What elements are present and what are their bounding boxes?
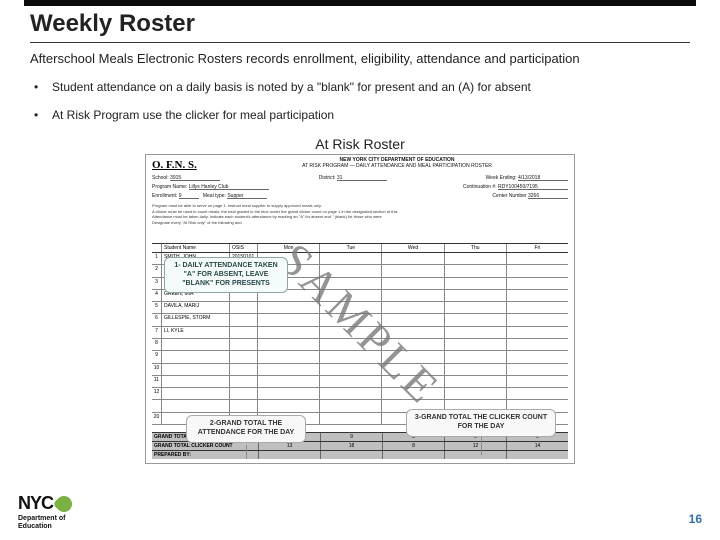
table-row: 8 bbox=[152, 339, 568, 351]
field-value: 3915 bbox=[170, 175, 220, 181]
form-header-line: AT RISK PROGRAM — DAILY ATTENDANCE AND M… bbox=[226, 163, 568, 169]
callout-attendance-total: 2-GRAND TOTAL THE ATTENDANCE FOR THE DAY bbox=[186, 415, 306, 443]
logo-mark: NYC bbox=[18, 493, 72, 514]
field-label: Week Ending: bbox=[486, 175, 517, 181]
roster-section-title: At Risk Roster bbox=[30, 136, 690, 152]
page-content: Weekly Roster Afterschool Meals Electron… bbox=[0, 6, 720, 464]
field-label: School: bbox=[152, 175, 169, 181]
field-label: District: bbox=[319, 175, 336, 181]
field-label: Center Number bbox=[492, 193, 526, 199]
table-row: 10 bbox=[152, 364, 568, 376]
field-label: Enrollment: bbox=[152, 193, 177, 199]
page-title: Weekly Roster bbox=[30, 10, 690, 38]
totals-row: PREPARED BY: bbox=[152, 450, 568, 459]
title-underline bbox=[30, 42, 690, 43]
callout-clicker-total: 3-GRAND TOTAL THE CLICKER COUNT FOR THE … bbox=[406, 409, 556, 437]
callout-attendance: 1- DAILY ATTENDANCE TAKEN "A" FOR ABSENT… bbox=[164, 257, 288, 293]
leaf-icon bbox=[53, 492, 76, 515]
callout-pointer bbox=[481, 437, 482, 455]
roster-form-sample: O. F.N. S. NEW YORK CITY DEPARTMENT OF E… bbox=[145, 154, 575, 464]
logo-subtext: Education bbox=[18, 523, 52, 530]
field-value: Lillys Hanley Club bbox=[189, 184, 269, 190]
ofns-label: O. F.N. S. bbox=[152, 159, 197, 171]
field-value: Supper bbox=[227, 193, 267, 199]
instruction-line: Designate every "At Risk only" of the fo… bbox=[152, 220, 568, 226]
bullet-item: Student attendance on a daily basis is n… bbox=[34, 80, 690, 94]
table-row: 11 bbox=[152, 376, 568, 388]
form-instructions: Program must be able to serve on page 1.… bbox=[152, 203, 568, 225]
footer: NYC Department of Education bbox=[18, 493, 72, 530]
field-label: Meal type: bbox=[203, 193, 226, 199]
table-row: 9 bbox=[152, 351, 568, 363]
table-row: 6GILLESPIE, STORM bbox=[152, 314, 568, 326]
callout-pointer bbox=[246, 445, 247, 459]
field-value: 4/13/2018 bbox=[518, 175, 568, 181]
nyc-doe-logo: NYC Department of Education bbox=[18, 493, 72, 530]
logo-text: NYC bbox=[18, 493, 53, 514]
table-row: 7LI, KYLE bbox=[152, 327, 568, 339]
field-value: RDY100450/7195 bbox=[498, 184, 568, 190]
logo-subtext: Department of bbox=[18, 515, 65, 522]
page-number: 16 bbox=[689, 512, 702, 526]
field-label: Program Name: bbox=[152, 184, 187, 190]
form-fields: School: 3915 District: 31 Week Ending: 4… bbox=[152, 175, 568, 202]
form-header: NEW YORK CITY DEPARTMENT OF EDUCATION AT… bbox=[226, 157, 568, 169]
bullet-item: At Risk Program use the clicker for meal… bbox=[34, 108, 690, 122]
field-label: Continuation #: bbox=[463, 184, 497, 190]
table-row: 12 bbox=[152, 388, 568, 400]
page-subtitle: Afterschool Meals Electronic Rosters rec… bbox=[30, 51, 690, 66]
field-value: 9 bbox=[179, 193, 199, 199]
field-value: 3266 bbox=[528, 193, 568, 199]
table-row: 5DAVILA, MARIJ bbox=[152, 302, 568, 314]
field-value: 31 bbox=[337, 175, 387, 181]
bullet-list: Student attendance on a daily basis is n… bbox=[30, 80, 690, 122]
